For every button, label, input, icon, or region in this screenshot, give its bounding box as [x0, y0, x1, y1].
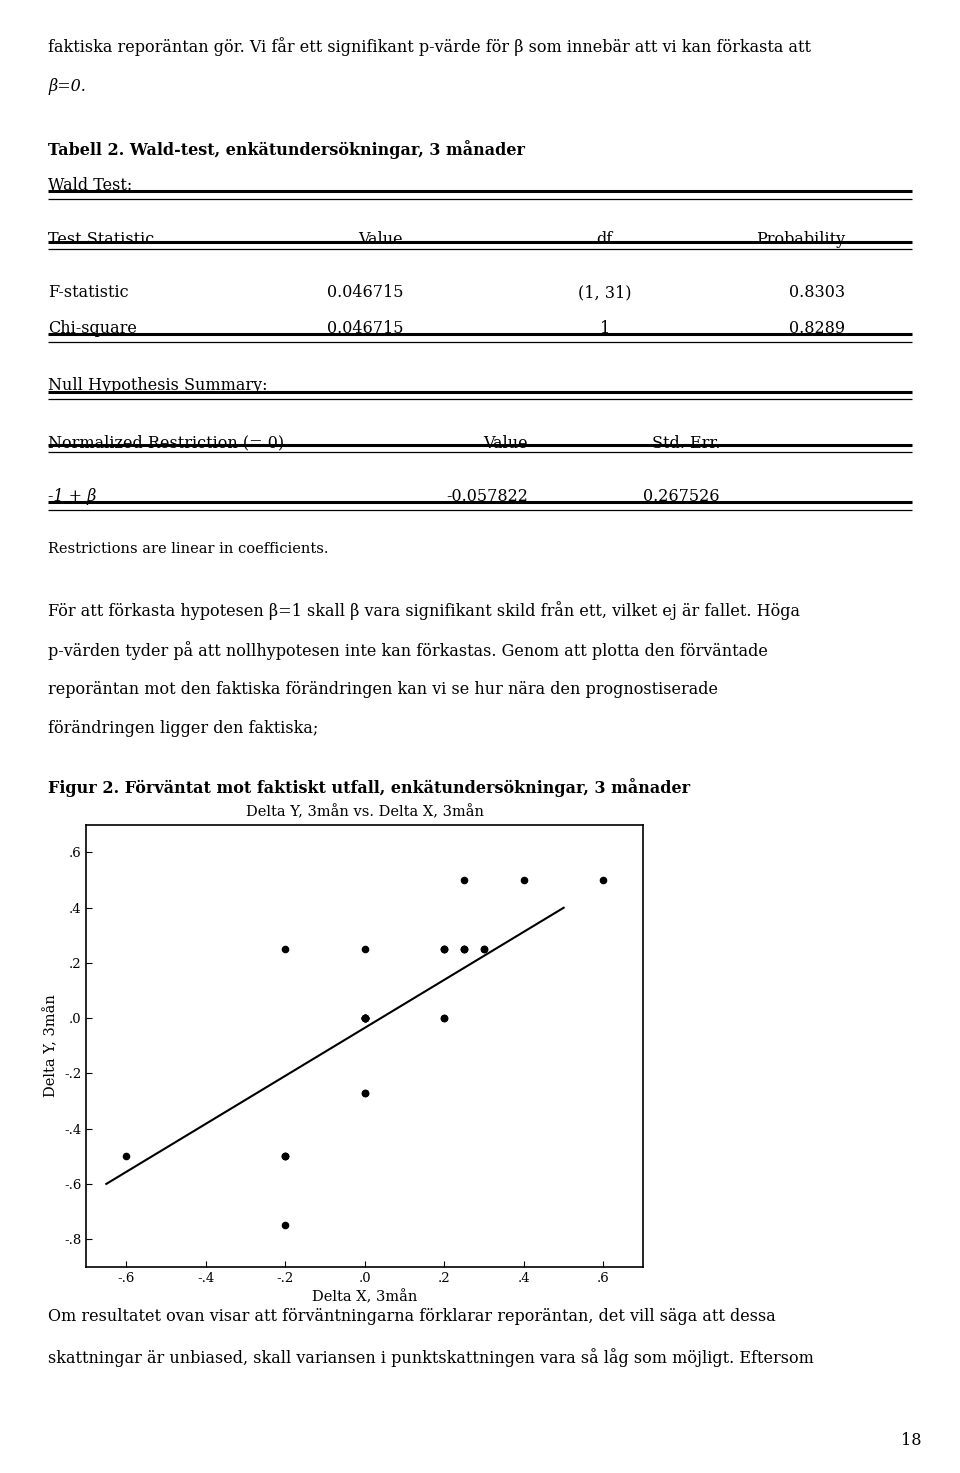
Text: 0.046715: 0.046715: [326, 284, 403, 302]
Text: 18: 18: [901, 1432, 922, 1449]
Point: [437, 937, 452, 960]
Text: Std. Err.: Std. Err.: [652, 435, 720, 452]
Text: 0.267526: 0.267526: [643, 488, 720, 505]
Point: [118, 1145, 133, 1168]
Text: faktiska reporäntan gör. Vi får ett signifikant p-värde för β som innebär att vi: faktiska reporäntan gör. Vi får ett sign…: [48, 37, 811, 56]
Text: För att förkasta hypotesen β=1 skall β vara signifikant skild från ett, vilket e: För att förkasta hypotesen β=1 skall β v…: [48, 601, 800, 620]
Point: [437, 1006, 452, 1030]
Text: Chi-square: Chi-square: [48, 320, 137, 337]
Point: [277, 1214, 293, 1237]
Point: [357, 1081, 372, 1105]
Text: Figur 2. Förväntat mot faktiskt utfall, enkätundersökningar, 3 månader: Figur 2. Förväntat mot faktiskt utfall, …: [48, 778, 690, 797]
Point: [357, 1006, 372, 1030]
Text: F-statistic: F-statistic: [48, 284, 129, 302]
X-axis label: Delta X, 3mån: Delta X, 3mån: [312, 1290, 418, 1305]
Text: -1 + β: -1 + β: [48, 488, 96, 505]
Point: [437, 937, 452, 960]
Point: [596, 869, 612, 893]
Point: [437, 937, 452, 960]
Point: [277, 1145, 293, 1168]
Text: Normalized Restriction (= 0): Normalized Restriction (= 0): [48, 435, 284, 452]
Title: Delta Y, 3mån vs. Delta X, 3mån: Delta Y, 3mån vs. Delta X, 3mån: [246, 804, 484, 819]
Text: Wald Test:: Wald Test:: [48, 177, 132, 194]
Point: [476, 937, 492, 960]
Text: Value: Value: [484, 435, 528, 452]
Point: [277, 1145, 293, 1168]
Text: reporäntan mot den faktiska förändringen kan vi se hur nära den prognostiserade: reporäntan mot den faktiska förändringen…: [48, 681, 718, 698]
Text: β=0.: β=0.: [48, 78, 85, 96]
Text: df: df: [597, 231, 612, 249]
Point: [457, 937, 472, 960]
Text: (1, 31): (1, 31): [578, 284, 632, 302]
Text: Tabell 2. Wald-test, enkätundersökningar, 3 månader: Tabell 2. Wald-test, enkätundersökningar…: [48, 140, 525, 159]
Text: Om resultatet ovan visar att förväntningarna förklarar reporäntan, det vill säga: Om resultatet ovan visar att förväntning…: [48, 1308, 776, 1326]
Text: 0.8303: 0.8303: [789, 284, 845, 302]
Point: [357, 937, 372, 960]
Point: [516, 869, 532, 893]
Point: [277, 1145, 293, 1168]
Text: p-värden tyder på att nollhypotesen inte kan förkastas. Genom att plotta den för: p-värden tyder på att nollhypotesen inte…: [48, 641, 768, 660]
Point: [357, 1006, 372, 1030]
Point: [357, 1006, 372, 1030]
Point: [277, 937, 293, 960]
Point: [357, 1081, 372, 1105]
Text: -0.057822: -0.057822: [446, 488, 528, 505]
Text: 0.046715: 0.046715: [326, 320, 403, 337]
Point: [457, 869, 472, 893]
Point: [357, 1006, 372, 1030]
Text: Test Statistic: Test Statistic: [48, 231, 155, 249]
Text: skattningar är unbiased, skall variansen i punktskattningen vara så låg som möjl: skattningar är unbiased, skall variansen…: [48, 1348, 814, 1367]
Text: Value: Value: [359, 231, 403, 249]
Y-axis label: Delta Y, 3mån: Delta Y, 3mån: [44, 994, 59, 1097]
Text: Null Hypothesis Summary:: Null Hypothesis Summary:: [48, 377, 268, 395]
Text: Probability: Probability: [756, 231, 845, 249]
Point: [476, 937, 492, 960]
Text: Restrictions are linear in coefficients.: Restrictions are linear in coefficients.: [48, 542, 328, 557]
Point: [357, 1006, 372, 1030]
Point: [357, 1006, 372, 1030]
Text: förändringen ligger den faktiska;: förändringen ligger den faktiska;: [48, 720, 319, 738]
Text: 1: 1: [600, 320, 610, 337]
Point: [357, 1006, 372, 1030]
Point: [437, 1006, 452, 1030]
Text: 0.8289: 0.8289: [789, 320, 845, 337]
Point: [457, 937, 472, 960]
Point: [457, 937, 472, 960]
